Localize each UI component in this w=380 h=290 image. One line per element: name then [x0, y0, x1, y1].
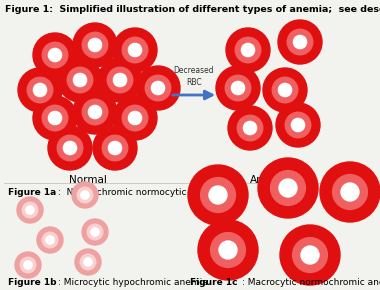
Circle shape: [209, 186, 227, 204]
Circle shape: [42, 105, 68, 131]
Circle shape: [244, 122, 256, 135]
Circle shape: [301, 246, 319, 264]
Circle shape: [77, 187, 93, 203]
Circle shape: [145, 75, 171, 101]
Circle shape: [228, 106, 272, 150]
Circle shape: [67, 67, 93, 93]
Circle shape: [188, 165, 248, 225]
Circle shape: [24, 261, 32, 269]
Circle shape: [48, 48, 62, 61]
Circle shape: [91, 228, 99, 236]
Circle shape: [20, 257, 36, 273]
Circle shape: [231, 81, 245, 95]
Circle shape: [293, 35, 307, 49]
Circle shape: [89, 105, 101, 119]
Text: :  Normochromic normocytic anemia: : Normochromic normocytic anemia: [58, 188, 223, 197]
Circle shape: [278, 20, 322, 64]
Text: Figure 1b: Figure 1b: [8, 278, 57, 287]
Circle shape: [198, 220, 258, 280]
Circle shape: [73, 90, 117, 134]
Circle shape: [293, 238, 328, 272]
Circle shape: [82, 32, 108, 58]
Circle shape: [102, 135, 128, 161]
Text: RBC: RBC: [186, 78, 202, 87]
Circle shape: [33, 84, 47, 97]
Circle shape: [73, 73, 87, 87]
Circle shape: [263, 68, 307, 112]
Circle shape: [48, 111, 62, 125]
Circle shape: [113, 96, 157, 140]
Circle shape: [108, 142, 122, 155]
Circle shape: [211, 233, 245, 267]
Circle shape: [276, 103, 320, 147]
Circle shape: [57, 135, 83, 161]
Circle shape: [113, 28, 157, 72]
Circle shape: [84, 258, 92, 266]
Circle shape: [136, 66, 180, 110]
Circle shape: [235, 37, 261, 63]
Circle shape: [271, 171, 306, 205]
Text: Anemia: Anemia: [250, 175, 290, 185]
Circle shape: [63, 142, 77, 155]
Circle shape: [122, 105, 148, 131]
Circle shape: [128, 111, 142, 125]
Circle shape: [291, 118, 305, 132]
Circle shape: [33, 33, 77, 77]
Circle shape: [17, 197, 43, 223]
Circle shape: [58, 58, 102, 102]
Circle shape: [201, 177, 235, 212]
Circle shape: [151, 81, 165, 95]
Circle shape: [341, 183, 359, 201]
Circle shape: [22, 202, 38, 218]
Circle shape: [87, 224, 103, 240]
Circle shape: [122, 37, 148, 63]
Text: : Microcytic hypochromic anemia: : Microcytic hypochromic anemia: [58, 278, 208, 287]
Circle shape: [89, 38, 101, 52]
Circle shape: [113, 73, 127, 87]
Circle shape: [219, 241, 237, 259]
Circle shape: [237, 115, 263, 141]
Text: Decreased: Decreased: [174, 66, 214, 75]
Circle shape: [37, 227, 63, 253]
Circle shape: [107, 67, 133, 93]
Circle shape: [320, 162, 380, 222]
Circle shape: [216, 66, 260, 110]
Text: Figure 1a: Figure 1a: [8, 188, 56, 197]
Circle shape: [82, 219, 108, 245]
Circle shape: [332, 175, 367, 209]
Circle shape: [258, 158, 318, 218]
Circle shape: [15, 252, 41, 278]
Circle shape: [80, 254, 96, 270]
Text: Figure 1:  Simplified illustration of different types of anemia;  see descriptio: Figure 1: Simplified illustration of dif…: [5, 5, 380, 14]
Circle shape: [42, 42, 68, 68]
Circle shape: [42, 232, 58, 248]
Circle shape: [285, 112, 311, 138]
Circle shape: [48, 126, 92, 170]
Circle shape: [279, 84, 291, 97]
Circle shape: [33, 96, 77, 140]
Circle shape: [18, 68, 62, 112]
Circle shape: [93, 126, 137, 170]
Text: Normal: Normal: [69, 175, 107, 185]
Circle shape: [279, 179, 297, 197]
Circle shape: [82, 99, 108, 125]
Circle shape: [241, 44, 255, 57]
Circle shape: [98, 58, 142, 102]
Circle shape: [46, 236, 54, 244]
Circle shape: [280, 225, 340, 285]
Circle shape: [272, 77, 298, 103]
Circle shape: [73, 23, 117, 67]
Circle shape: [287, 29, 313, 55]
Text: : Macrocytic normochromic anemia: : Macrocytic normochromic anemia: [242, 278, 380, 287]
Circle shape: [72, 182, 98, 208]
Circle shape: [75, 249, 101, 275]
Text: Figure 1c: Figure 1c: [190, 278, 238, 287]
Circle shape: [27, 77, 53, 103]
Circle shape: [26, 206, 34, 214]
Circle shape: [81, 191, 89, 199]
Circle shape: [225, 75, 251, 101]
Circle shape: [128, 44, 142, 57]
Circle shape: [226, 28, 270, 72]
